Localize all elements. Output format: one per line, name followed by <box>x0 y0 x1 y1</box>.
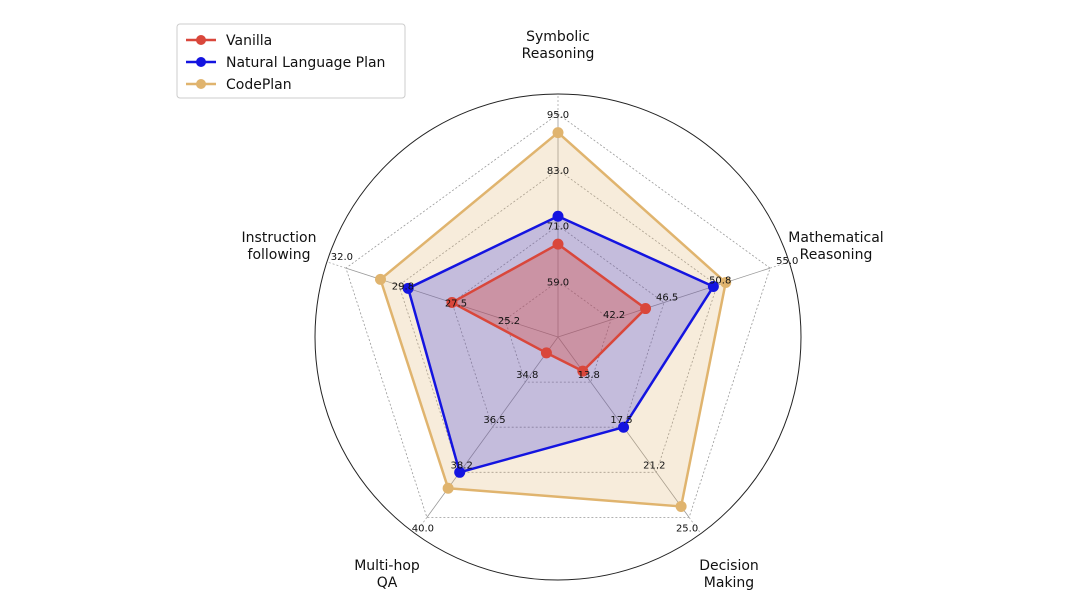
axis-spoke-outer-multihop <box>414 517 428 534</box>
axis-label-symbolic-line-2: Reasoning <box>522 46 595 62</box>
point-codeplan-instruction <box>374 273 386 285</box>
tick-layer: 59.0 71.0 83.0 95.0 42.2 46.5 50.8 55.0 13.8 17.5… <box>331 110 799 534</box>
series-area-natural-language-plan <box>406 214 715 474</box>
tick-label-instruction-3: 29.8 <box>392 281 414 292</box>
grid-ring-2 <box>451 225 665 428</box>
grid-ring-4 <box>345 113 771 518</box>
tick-label-instruction-1: 25.2 <box>498 316 520 327</box>
tick-label-symbolic-4: 95.0 <box>547 110 569 121</box>
axis-spoke-outer-decision <box>688 517 702 534</box>
axis-label-symbolic-line-1: Symbolic <box>526 29 590 45</box>
legend: Vanilla Natural Language Plan CodePlan <box>176 23 406 99</box>
tick-label-mathematical-1: 42.2 <box>603 310 625 321</box>
axis-label-instruction-line-2: following <box>248 247 311 263</box>
tick-label-multihop-3: 38.2 <box>451 460 473 471</box>
axis-spoke-outer-mathematical <box>769 261 790 269</box>
axis-label-layer: SymbolicReasoningMathematicalReasoningDe… <box>242 29 884 591</box>
axis-label-decision-line-1: Decision <box>699 558 759 574</box>
legend-marker-natural-language-plan <box>196 57 206 67</box>
legend-marker-codeplan <box>196 79 206 89</box>
tick-label-instruction-2: 27.5 <box>445 299 467 310</box>
tick-label-symbolic-2: 71.0 <box>547 222 569 233</box>
axis-label-instruction-line-1: Instruction <box>242 230 317 246</box>
legend-entry-codeplan: CodePlan <box>186 77 292 93</box>
tick-label-decision-3: 21.2 <box>643 460 665 471</box>
grid-ring-1 <box>504 280 612 383</box>
legend-entry-natural-language-plan: Natural Language Plan <box>186 55 385 71</box>
point-codeplan-mathematical <box>720 277 732 289</box>
point-codeplan-symbolic <box>552 127 564 139</box>
axis-label-multihop-line-1: Multi-hop <box>354 558 420 574</box>
tick-label-symbolic-3: 83.0 <box>547 166 569 177</box>
series-layer <box>374 127 732 512</box>
legend-frame <box>176 23 406 99</box>
point-codeplan-decision <box>675 500 687 512</box>
point-natural-language-plan-instruction <box>402 282 414 294</box>
point-vanilla-mathematical <box>640 303 652 315</box>
legend-marker-vanilla <box>196 35 206 45</box>
point-codeplan-multihop <box>442 482 454 494</box>
series-area-vanilla <box>450 242 647 373</box>
point-vanilla-symbolic <box>552 238 564 250</box>
point-natural-language-plan-symbolic <box>552 210 564 222</box>
point-vanilla-instruction <box>446 297 458 309</box>
legend-label-vanilla: Vanilla <box>226 33 272 49</box>
axis-label-mathematical-line-2: Reasoning <box>800 247 873 263</box>
axis-spoke-outer-instruction <box>326 261 347 269</box>
legend-label-codeplan: CodePlan <box>226 77 292 93</box>
axis-label-mathematical-line-1: Mathematical <box>788 230 883 246</box>
legend-label-natural-language-plan: Natural Language Plan <box>226 55 385 71</box>
tick-label-instruction-4: 32.0 <box>331 252 353 263</box>
tick-label-decision-1: 13.8 <box>578 370 600 381</box>
point-vanilla-decision <box>577 365 589 377</box>
axis-label-decision-line-2: Making <box>704 575 754 591</box>
series-area-codeplan <box>379 131 727 508</box>
point-natural-language-plan-multihop <box>454 466 466 478</box>
tick-label-multihop-1: 34.8 <box>516 370 538 381</box>
tick-label-multihop-4: 40.0 <box>412 523 434 534</box>
point-natural-language-plan-mathematical <box>707 281 719 293</box>
tick-label-symbolic-1: 59.0 <box>547 277 569 288</box>
axis-label-multihop-line-2: QA <box>377 575 398 591</box>
tick-label-multihop-2: 36.5 <box>483 415 505 426</box>
point-natural-language-plan-decision <box>618 421 630 433</box>
tick-label-mathematical-2: 46.5 <box>656 293 678 304</box>
point-vanilla-multihop <box>540 347 552 359</box>
axis-spoke-mathematical <box>557 267 771 338</box>
tick-label-mathematical-4: 55.0 <box>776 256 798 267</box>
tick-label-decision-4: 25.0 <box>676 523 698 534</box>
tick-label-mathematical-3: 50.8 <box>709 275 731 286</box>
legend-entry-vanilla: Vanilla <box>186 33 272 49</box>
tick-label-decision-2: 17.5 <box>610 415 632 426</box>
outer-circle <box>314 93 802 581</box>
